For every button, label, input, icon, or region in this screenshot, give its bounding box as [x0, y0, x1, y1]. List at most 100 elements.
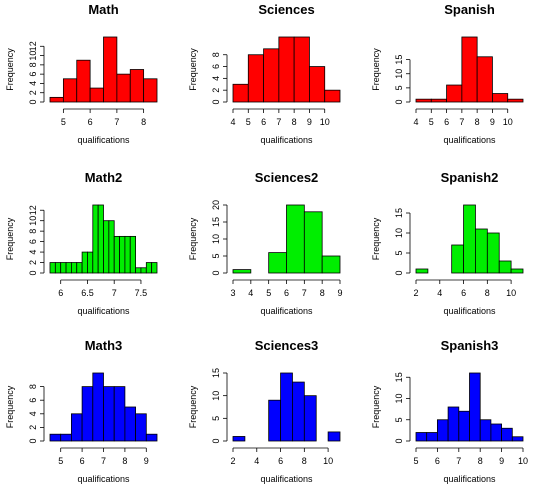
- x-axis-label: qualifications: [443, 135, 496, 145]
- x-tick-label: 7: [114, 117, 119, 127]
- x-tick-label: 9: [337, 288, 342, 298]
- bar: [145, 262, 153, 274]
- chart-title: Sciences: [258, 2, 314, 17]
- bar: [140, 267, 147, 274]
- x-tick-label: 6: [80, 456, 85, 466]
- bar: [426, 432, 438, 442]
- x-tick-label: 5: [413, 456, 418, 466]
- bar: [103, 220, 110, 274]
- y-tick-label: 0: [394, 270, 404, 275]
- bar: [232, 436, 246, 442]
- y-tick-label: 12: [28, 41, 38, 51]
- bar: [469, 372, 481, 442]
- y-tick-label: 15: [394, 55, 404, 65]
- bar: [113, 386, 126, 442]
- chart-title: Sciences2: [255, 170, 319, 185]
- y-tick-label: 0: [211, 438, 221, 443]
- y-tick-label: 5: [211, 253, 221, 258]
- x-tick-label: 5: [246, 117, 251, 127]
- x-axis-label: qualifications: [443, 306, 496, 316]
- bar: [81, 251, 88, 274]
- x-axis-label: qualifications: [77, 474, 130, 484]
- x-tick-label: 10: [320, 117, 330, 127]
- y-axis-label: Frequency: [371, 48, 381, 91]
- bar: [415, 268, 429, 274]
- x-tick-label: 7: [276, 117, 281, 127]
- x-tick-label: 10: [506, 288, 516, 298]
- x-tick-label: 7: [459, 117, 464, 127]
- x-tick-label: 9: [307, 117, 312, 127]
- y-tick-label: 6: [211, 64, 221, 69]
- bar: [510, 268, 524, 274]
- bar: [498, 260, 512, 274]
- y-tick-label: 15: [394, 372, 404, 382]
- x-tick-label: 4: [437, 288, 442, 298]
- y-tick-label: 10: [211, 234, 221, 244]
- chart-title: Math: [88, 2, 118, 17]
- bar: [135, 267, 142, 274]
- x-tick-label: 7: [302, 288, 307, 298]
- chart-title: Math3: [85, 338, 123, 353]
- panel-spanish3: Spanish3 5 6 7 8 9 10 qualifications 0 5 10 15 Frequ…: [371, 338, 528, 484]
- y-axis-label: Frequency: [5, 48, 15, 91]
- x-axis-label: qualifications: [443, 474, 496, 484]
- bar: [81, 386, 94, 442]
- bar: [475, 228, 488, 274]
- bar: [129, 235, 136, 274]
- chart-title: Spanish: [444, 2, 495, 17]
- bar: [280, 372, 293, 442]
- bar: [103, 36, 118, 103]
- y-tick-label: 8: [28, 229, 38, 234]
- bar: [60, 262, 67, 274]
- bar: [92, 372, 104, 442]
- y-tick-label: 10: [394, 69, 404, 79]
- x-tick-label: 6.5: [81, 288, 94, 298]
- x-tick-label: 8: [475, 117, 480, 127]
- y-tick-label: 15: [394, 208, 404, 218]
- x-tick-label: 2: [230, 456, 235, 466]
- bar: [143, 78, 158, 103]
- bar: [60, 433, 72, 442]
- x-tick-label: 8: [141, 117, 146, 127]
- bar: [124, 235, 131, 274]
- bar: [446, 84, 463, 103]
- y-axis-label: Frequency: [5, 217, 15, 260]
- chart-title: Spanish2: [441, 170, 499, 185]
- x-tick-label: 7: [101, 456, 106, 466]
- chart-title: Math2: [85, 170, 123, 185]
- x-tick-label: 5: [61, 117, 66, 127]
- y-tick-label: 0: [28, 99, 38, 104]
- x-tick-label: 8: [478, 456, 483, 466]
- y-tick-label: 5: [394, 417, 404, 422]
- x-tick-label: 7: [456, 456, 461, 466]
- bar: [501, 427, 513, 442]
- bar: [135, 413, 147, 442]
- bar: [108, 220, 115, 274]
- chart-title: Spanish3: [441, 338, 499, 353]
- bar: [71, 262, 78, 274]
- bar: [247, 54, 264, 103]
- panel-sciences3: Sciences3 2 4 6 8 10 qualifications 0 5 10 15 Frequ…: [188, 338, 341, 484]
- x-tick-label: 9: [144, 456, 149, 466]
- x-tick-label: 5: [58, 456, 63, 466]
- bar: [447, 406, 460, 442]
- bar: [145, 433, 158, 442]
- bar: [476, 56, 493, 103]
- bar: [479, 419, 492, 442]
- y-tick-label: 5: [394, 85, 404, 90]
- y-tick-label: 2: [28, 425, 38, 430]
- x-tick-label: 6: [284, 288, 289, 298]
- x-tick-label: 7: [112, 288, 117, 298]
- y-tick-label: 6: [28, 239, 38, 244]
- x-axis-label: qualifications: [77, 135, 130, 145]
- y-tick-label: 2: [28, 90, 38, 95]
- x-tick-label: 3: [230, 288, 235, 298]
- bar: [151, 262, 158, 274]
- y-tick-label: 8: [28, 62, 38, 67]
- x-tick-label: 4: [230, 117, 235, 127]
- bar: [232, 83, 249, 103]
- y-tick-label: 10: [28, 216, 38, 226]
- bar: [89, 87, 104, 103]
